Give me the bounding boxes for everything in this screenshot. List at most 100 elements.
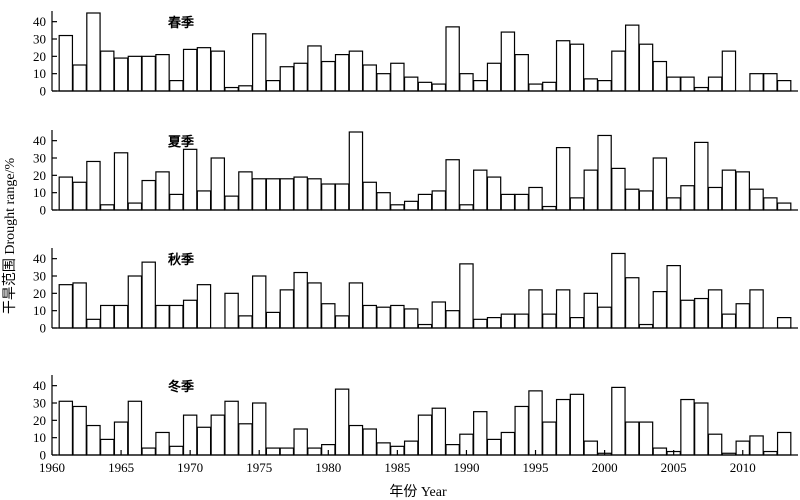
bar-1986	[403, 200, 419, 211]
bar-1979	[307, 178, 322, 211]
bar-1965	[113, 304, 129, 329]
bar-1975	[251, 275, 267, 329]
bar-1991	[473, 318, 488, 329]
bar-1967	[141, 261, 156, 329]
bar-1973	[224, 195, 239, 211]
bar-1991	[473, 169, 488, 211]
y-tick-label: 40	[33, 251, 46, 266]
bar-1991	[473, 411, 488, 456]
bar-2012	[763, 73, 778, 92]
bar-1976	[265, 178, 281, 211]
bar-2001	[611, 386, 626, 456]
y-axis-title: 干旱范围 Drought range/%	[1, 158, 18, 315]
bar-1975	[251, 33, 267, 92]
y-tick-label: 10	[33, 185, 46, 200]
bar-1993	[500, 193, 516, 211]
bar-1963	[86, 12, 101, 92]
bar-1994	[514, 313, 529, 329]
bar-1996	[542, 313, 557, 329]
bar-1987	[417, 414, 433, 456]
bar-1985	[390, 304, 405, 329]
bar-1999	[583, 169, 599, 211]
bar-2002	[624, 277, 640, 329]
bar-2005	[666, 76, 681, 92]
bar-1982	[348, 424, 364, 456]
panel-title: 冬季	[168, 379, 194, 395]
bar-1992	[486, 176, 502, 211]
bar-1985	[390, 204, 405, 211]
bar-1977	[279, 178, 295, 211]
bar-1978	[293, 428, 308, 456]
bar-1983	[362, 64, 377, 92]
bar-2004	[652, 60, 668, 92]
bar-2013	[776, 317, 792, 329]
bar-2008	[707, 186, 723, 211]
bar-1992	[486, 62, 502, 92]
bar-1963	[86, 160, 101, 211]
x-tick-label: 1965	[108, 460, 134, 475]
bar-1994	[514, 53, 529, 92]
bar-1996	[542, 421, 557, 456]
x-tick-label: 1975	[246, 460, 272, 475]
bar-2008	[707, 76, 723, 92]
x-axis-title: 年份 Year	[389, 484, 447, 500]
x-tick-label: 2005	[661, 460, 687, 475]
bar-2012	[763, 197, 778, 211]
bar-1980	[321, 183, 336, 211]
bar-1969	[169, 304, 184, 329]
bar-1991	[473, 79, 488, 92]
x-tick-label: 1985	[384, 460, 410, 475]
bar-2009	[721, 313, 737, 329]
bar-1998	[569, 197, 585, 211]
bar-1986	[403, 308, 419, 329]
bar-1986	[403, 440, 419, 456]
bar-1968	[155, 53, 170, 92]
bar-1977	[279, 289, 295, 329]
y-tick-label: 20	[33, 168, 46, 183]
bar-1984	[376, 306, 391, 329]
bar-1997	[555, 147, 571, 211]
bar-1961	[58, 176, 74, 211]
bar-2007	[694, 402, 709, 456]
bar-1987	[417, 193, 433, 211]
y-tick-label: 0	[40, 203, 47, 218]
bar-2007	[694, 297, 709, 329]
bar-1999	[583, 440, 599, 456]
y-tick-label: 40	[33, 378, 46, 393]
bar-1993	[500, 31, 516, 92]
bar-2011	[749, 289, 764, 329]
panel-title: 秋季	[168, 252, 194, 268]
bar-2005	[666, 265, 681, 329]
y-tick-label: 10	[33, 66, 46, 81]
bar-1964	[100, 438, 115, 456]
x-tick-label: 2000	[592, 460, 618, 475]
bar-1992	[486, 438, 502, 456]
bar-1961	[58, 284, 74, 329]
bar-1978	[293, 176, 308, 211]
bar-1970	[182, 148, 198, 211]
bar-1975	[251, 402, 267, 456]
bar-2007	[694, 141, 709, 211]
bar-1995	[528, 83, 543, 92]
bar-1990	[459, 263, 474, 329]
bar-1965	[113, 57, 129, 92]
bar-1989	[445, 159, 460, 211]
bar-1964	[100, 204, 115, 211]
bar-2008	[707, 433, 723, 456]
bar-2010	[735, 303, 750, 329]
y-tick-label: 30	[33, 32, 46, 47]
bar-1980	[321, 303, 336, 329]
bar-1995	[528, 186, 543, 211]
y-tick-label: 40	[33, 14, 46, 29]
bar-2000	[597, 306, 612, 329]
bar-1997	[555, 398, 571, 456]
y-tick-label: 30	[33, 269, 46, 284]
bar-1962	[72, 181, 87, 211]
bar-1988	[431, 407, 447, 456]
bar-1974	[238, 423, 253, 456]
bar-1990	[459, 204, 474, 211]
bar-2008	[707, 289, 723, 329]
bar-1968	[155, 171, 170, 211]
bar-1968	[155, 431, 170, 456]
bar-1981	[334, 315, 350, 329]
